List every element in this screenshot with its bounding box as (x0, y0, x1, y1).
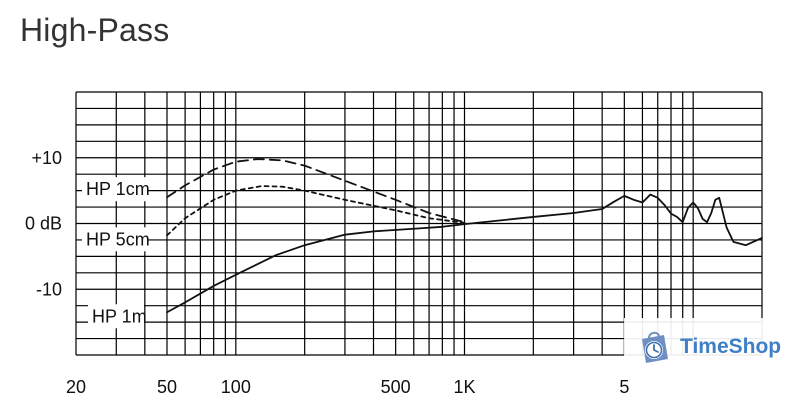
series-line-hp-5cm (166, 185, 466, 237)
grid (75, 91, 763, 356)
curve-label-background (88, 304, 144, 329)
tick-layer: 20 50 100 500 1K 5 +10 0 dB -10 (25, 148, 629, 397)
y-tick-label: -10 (36, 279, 62, 299)
series-layer (166, 158, 763, 314)
x-tick-label: 100 (221, 377, 251, 397)
curve-label-background (82, 227, 148, 252)
shopping-bag-clock-icon (642, 331, 668, 363)
label-layer: HP 1cm HP 5cm HP 1m (82, 177, 150, 329)
curve-label: HP 1cm (86, 179, 150, 199)
x-tick-label: 20 (66, 377, 86, 397)
watermark: TimeShop (624, 318, 802, 376)
curve-label: HP 1m (92, 306, 147, 326)
y-tick-label: +10 (31, 148, 62, 168)
page-title: High-Pass (20, 12, 170, 48)
y-tick-label: 0 dB (25, 214, 62, 234)
x-tick-label: 1K (453, 377, 475, 397)
series-line-hp-1m (166, 193, 763, 314)
curve-label-background (82, 177, 148, 202)
watermark-brand: TimeShop (680, 335, 782, 358)
x-tick-label: 5 (619, 377, 629, 397)
series-line-hp-1cm (166, 158, 466, 224)
x-tick-label: 50 (157, 377, 177, 397)
x-tick-label: 500 (381, 377, 411, 397)
curve-label: HP 5cm (86, 229, 150, 249)
